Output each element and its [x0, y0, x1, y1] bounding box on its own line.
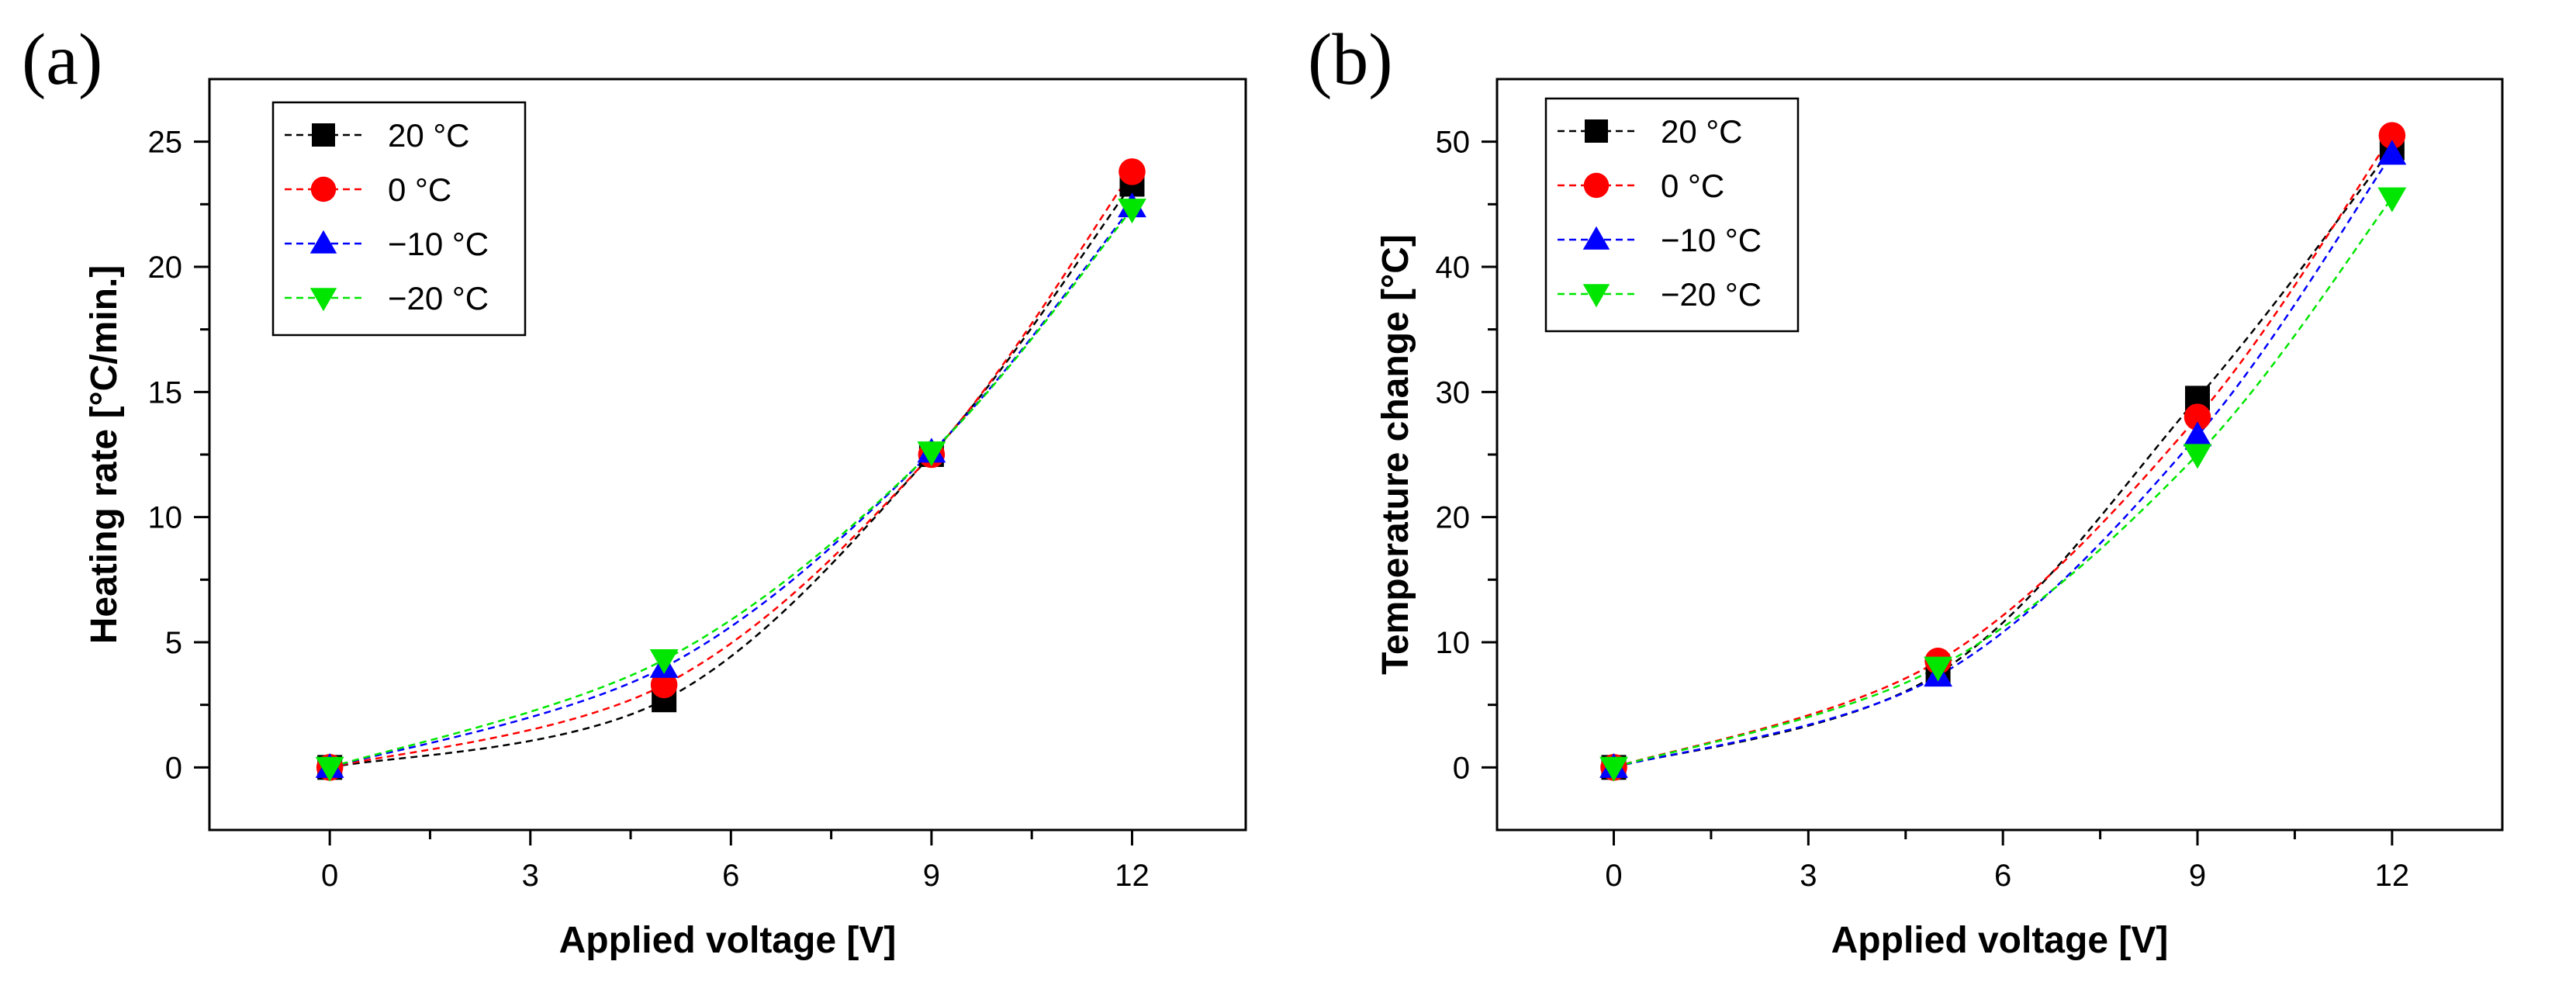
- legend-marker: [309, 288, 337, 312]
- y-tick-label: 30: [1436, 375, 1471, 410]
- x-tick-label: 6: [1994, 859, 2011, 893]
- x-tick-label: 0: [1605, 859, 1622, 893]
- legend-label: 20 °C: [388, 117, 470, 154]
- y-tick-label: 15: [148, 375, 183, 410]
- legend-label: 0 °C: [1661, 168, 1724, 204]
- legend-marker: [1582, 284, 1610, 308]
- legend-label: −20 °C: [388, 280, 489, 316]
- legend-label: 0 °C: [388, 171, 451, 208]
- legend: 20 °C 0 °C −10 °C −20 °C: [1544, 97, 1800, 333]
- data-point: [1924, 656, 1952, 682]
- legend-marker: [310, 176, 337, 202]
- y-tick-label: 0: [165, 751, 182, 785]
- data-point: [1118, 199, 1146, 224]
- x-tick-label: 12: [1115, 859, 1150, 893]
- legend-label: −20 °C: [1661, 276, 1762, 313]
- y-tick-label: 0: [1453, 751, 1470, 785]
- series-line: [329, 208, 1133, 769]
- data-point: [315, 756, 344, 782]
- y-tick-label: 20: [1436, 501, 1471, 535]
- y-tick-label: 5: [165, 626, 182, 660]
- data-point: [650, 671, 678, 699]
- series-line: [329, 171, 1133, 769]
- series-line: [329, 206, 1133, 769]
- y-axis-title: Heating rate [°C/min.]: [84, 265, 125, 645]
- data-point: [917, 441, 946, 467]
- panel-a: (a) 0 3 6 9 12 0 5 10 15 20 25 Applied voltage [V] He…: [22, 19, 1247, 961]
- y-tick-label: 50: [1436, 126, 1471, 160]
- panel-label: (b): [1308, 19, 1393, 100]
- panel-label: (a): [22, 19, 102, 100]
- panel-b: (b) 0 3 6 9 12 0 10 20 30 40 50 Applied voltage [V] T…: [1308, 19, 2504, 961]
- legend-label: −10 °C: [388, 226, 489, 262]
- series-line: [329, 183, 1133, 769]
- data-point: [2377, 140, 2407, 165]
- legend: 20 °C 0 °C −10 °C −20 °C: [271, 101, 527, 337]
- x-tick-label: 3: [522, 859, 539, 893]
- x-axis-title: Applied voltage [V]: [1831, 920, 2169, 961]
- x-tick-label: 3: [1800, 859, 1817, 893]
- data-point: [2378, 122, 2406, 149]
- legend-label: −10 °C: [1661, 222, 1762, 258]
- x-tick-label: 12: [2375, 859, 2410, 893]
- legend-label: 20 °C: [1661, 113, 1743, 150]
- data-point: [2183, 421, 2212, 447]
- data-point: [1119, 158, 1146, 185]
- legend-marker: [1583, 172, 1610, 199]
- data-point: [1599, 756, 1628, 782]
- data-point: [649, 648, 679, 674]
- legend-marker: [1585, 119, 1608, 143]
- legend-marker: [1582, 226, 1610, 250]
- y-tick-label: 20: [148, 251, 183, 285]
- data-point: [2183, 444, 2212, 469]
- y-tick-label: 10: [148, 501, 183, 535]
- x-tick-label: 0: [321, 859, 338, 893]
- x-tick-label: 9: [923, 859, 940, 893]
- series-line: [1613, 154, 2393, 769]
- data-point: [2184, 403, 2211, 430]
- data-point: [2377, 187, 2407, 213]
- x-axis-title: Applied voltage [V]: [559, 920, 897, 961]
- series-line: [1613, 197, 2393, 769]
- y-axis-title: Temperature change [°C]: [1375, 234, 1416, 675]
- x-tick-label: 6: [722, 859, 739, 893]
- legend-marker: [309, 230, 337, 254]
- y-tick-label: 40: [1436, 251, 1471, 285]
- legend-marker: [312, 123, 335, 147]
- y-tick-label: 10: [1436, 626, 1471, 660]
- x-tick-label: 9: [2189, 859, 2206, 893]
- y-tick-label: 25: [148, 126, 183, 160]
